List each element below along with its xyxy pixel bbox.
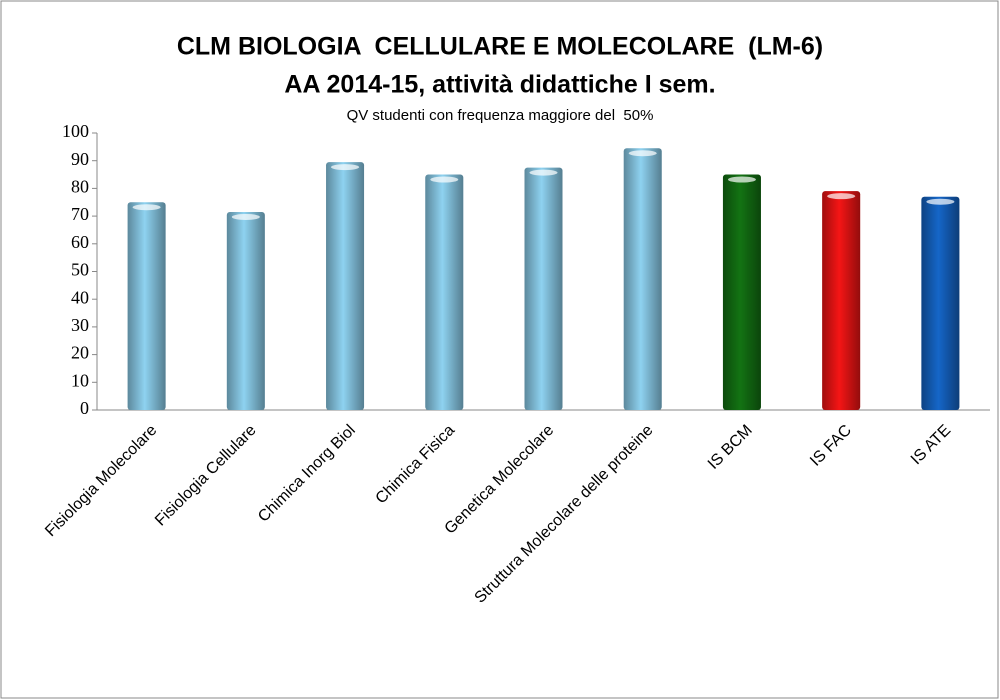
bar-highlight	[231, 213, 260, 220]
y-tick-label: 80	[71, 177, 89, 197]
bar-shade	[722, 174, 761, 410]
bar-highlight	[529, 169, 558, 176]
bar-shade	[623, 148, 662, 411]
y-tick-label: 90	[71, 149, 89, 169]
y-tick-label: 70	[71, 204, 89, 224]
y-tick-label: 50	[71, 260, 89, 280]
bar-highlight	[926, 198, 955, 205]
y-tick-label: 60	[71, 232, 89, 252]
bar-shade	[822, 191, 861, 410]
y-tick-label: 40	[71, 287, 89, 307]
bar-highlight	[132, 204, 161, 211]
bar-shade	[524, 167, 563, 410]
bar-shade	[425, 174, 464, 410]
bar-shade	[127, 202, 166, 410]
bar-highlight	[430, 176, 459, 183]
y-tick-label: 10	[71, 370, 89, 390]
y-tick-label: 20	[71, 343, 89, 363]
bar-highlight	[628, 150, 657, 157]
bar-shade	[226, 211, 265, 410]
y-tick-label: 30	[71, 315, 89, 335]
y-tick-label: 0	[80, 398, 89, 418]
chart-title: AA 2014-15, attività didattiche I sem.	[284, 71, 715, 99]
bar-highlight	[331, 164, 360, 171]
bar-shade	[326, 162, 365, 410]
bar-highlight	[827, 193, 856, 200]
chart-subtitle: QV studenti con frequenza maggiore del 5…	[347, 107, 654, 124]
y-tick-label: 100	[62, 121, 89, 141]
bar-highlight	[727, 176, 756, 183]
chart-title: CLM BIOLOGIA CELLULARE E MOLECOLARE (LM-…	[177, 33, 823, 61]
bar-shade	[921, 196, 960, 410]
